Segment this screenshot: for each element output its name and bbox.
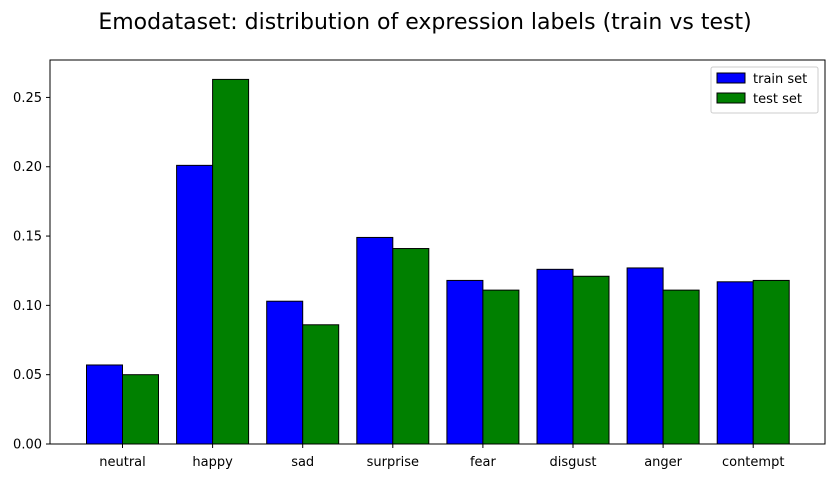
bar-test-set-surprise bbox=[392, 248, 430, 445]
bar-test-set-sad bbox=[302, 324, 340, 445]
legend-swatch bbox=[716, 92, 746, 104]
legend: train set test set bbox=[710, 66, 819, 114]
x-tick-label: anger bbox=[644, 455, 682, 470]
legend-label: test set bbox=[753, 92, 802, 107]
bar-test-set-neutral bbox=[122, 374, 159, 445]
bar-train-set-happy bbox=[176, 164, 214, 445]
y-tick-label: 0.15 bbox=[13, 230, 42, 245]
x-tick-label: disgust bbox=[550, 455, 597, 470]
plot-area: 0.00 0.05 0.10 0.15 0.20 0.25 neutral happy sad… bbox=[13, 59, 826, 470]
x-tick-label: neutral bbox=[99, 455, 146, 470]
bar-test-set-anger bbox=[662, 289, 700, 445]
y-tick-label: 0.25 bbox=[13, 91, 42, 106]
bars-group bbox=[86, 78, 790, 445]
bar-test-set-contempt bbox=[752, 279, 790, 445]
x-tick-label: surprise bbox=[367, 455, 419, 470]
x-axis: neutral happy sad surprise fear disgust anger c… bbox=[99, 444, 784, 470]
bar-train-set-sad bbox=[266, 300, 304, 445]
bar-test-set-disgust bbox=[572, 275, 610, 445]
bar-test-set-happy bbox=[212, 78, 250, 445]
y-tick-label: 0.10 bbox=[13, 299, 42, 314]
bar-train-set-neutral bbox=[86, 364, 123, 445]
y-tick-label: 0.00 bbox=[13, 438, 42, 453]
legend-label: train set bbox=[753, 72, 807, 87]
x-tick-label: happy bbox=[192, 455, 233, 470]
legend-swatch bbox=[716, 72, 746, 84]
bar-train-set-disgust bbox=[536, 268, 574, 445]
chart-title: Emodataset: distribution of expression l… bbox=[98, 10, 751, 35]
bar-train-set-anger bbox=[626, 267, 664, 445]
bar-train-set-surprise bbox=[356, 236, 394, 445]
bar-train-set-contempt bbox=[716, 281, 754, 445]
x-tick-label: fear bbox=[470, 455, 497, 470]
bar-test-set-fear bbox=[482, 289, 520, 445]
y-tick-label: 0.05 bbox=[13, 368, 42, 383]
bar-train-set-fear bbox=[446, 279, 484, 445]
x-tick-label: contempt bbox=[722, 455, 784, 470]
y-tick-label: 0.20 bbox=[13, 160, 42, 175]
plot-frame bbox=[49, 59, 826, 445]
y-axis: 0.00 0.05 0.10 0.15 0.20 0.25 bbox=[13, 91, 50, 453]
x-tick-label: sad bbox=[291, 455, 314, 470]
